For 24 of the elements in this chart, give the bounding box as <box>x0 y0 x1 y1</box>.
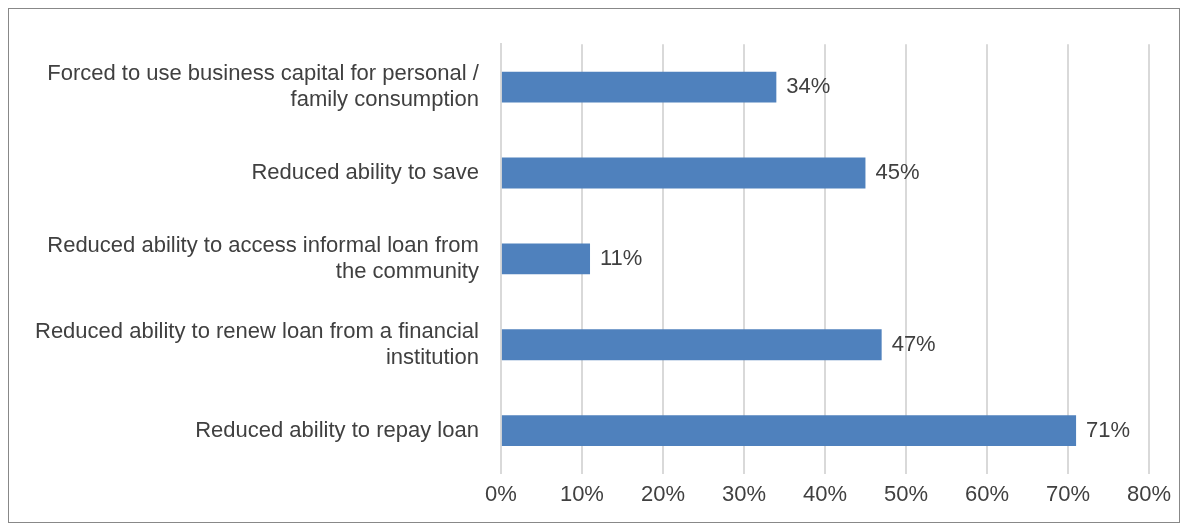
y-tick-label: Forced to use business capital for personal / family consumption <box>47 60 480 112</box>
x-tick-label: 80% <box>1126 480 1172 506</box>
data-label: 47% <box>891 330 936 356</box>
x-tick-label: 20% <box>640 480 685 506</box>
bar <box>501 329 882 361</box>
x-tick-label: 10% <box>559 480 604 506</box>
bar <box>501 157 866 189</box>
data-label: 45% <box>875 159 920 185</box>
x-tick-label: 70% <box>1045 480 1090 506</box>
y-tick-label: Reduced ability to access informal loan from the community <box>47 231 479 284</box>
data-label: 71% <box>1086 416 1131 442</box>
x-tick-label: 0% <box>485 480 517 506</box>
bar <box>501 71 777 103</box>
x-tick-label: 40% <box>802 480 847 506</box>
x-tick-label: 60% <box>964 480 1009 506</box>
bar <box>501 415 1077 447</box>
data-label: 11% <box>600 244 643 270</box>
y-tick-label: Reduced ability to renew loan from a financial institution <box>34 317 479 370</box>
x-tick-label: 30% <box>721 480 766 506</box>
data-label: 34% <box>786 73 831 99</box>
y-tick-label: Reduced ability to repay loan <box>195 416 479 442</box>
y-tick-label: Reduced ability to save <box>251 159 479 185</box>
x-tick-label: 50% <box>883 480 928 506</box>
bar <box>501 243 591 275</box>
